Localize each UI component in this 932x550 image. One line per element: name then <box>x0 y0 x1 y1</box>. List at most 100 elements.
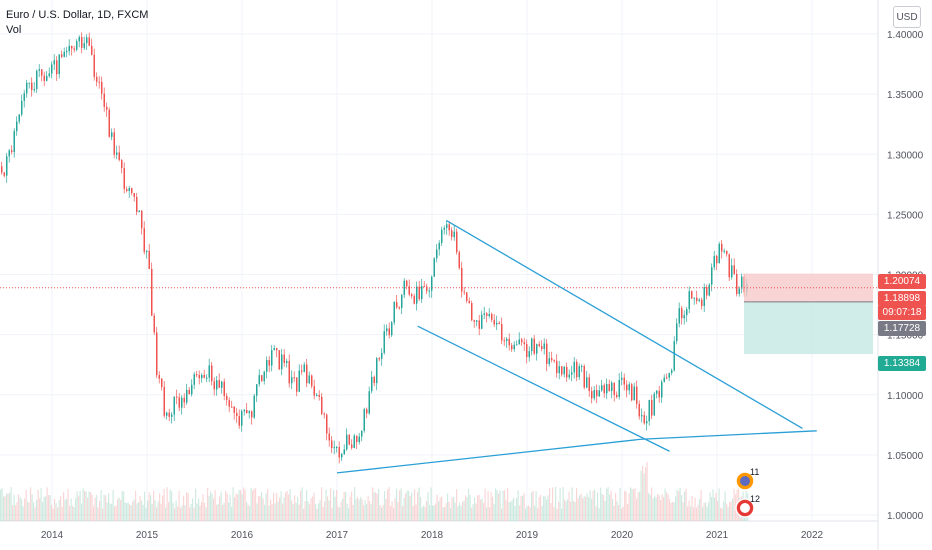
volume-bar <box>547 495 549 521</box>
volume-bar <box>313 492 315 521</box>
candle-body <box>533 338 535 354</box>
volume-bar <box>307 501 309 521</box>
candle-body <box>378 358 380 360</box>
volume-bar <box>75 498 77 521</box>
volume-bar <box>25 489 27 521</box>
volume-bar <box>388 487 390 521</box>
candle-body <box>153 315 155 333</box>
volume-bar <box>579 495 581 521</box>
volume-bar <box>448 501 450 521</box>
volume-bar <box>396 488 398 521</box>
volume-bar <box>42 501 44 521</box>
volume-bar <box>162 495 164 521</box>
candle-body <box>393 301 395 323</box>
volume-bar <box>253 488 255 521</box>
volume-bar <box>64 499 66 521</box>
volume-bar <box>61 506 63 521</box>
volume-bar <box>562 487 564 521</box>
volume-bar <box>235 493 237 521</box>
candle-body <box>121 159 123 168</box>
volume-bar <box>96 494 98 521</box>
volume-bar <box>100 490 102 521</box>
volume-bar <box>19 496 21 521</box>
candle-body <box>548 358 550 365</box>
volume-bar <box>325 490 327 521</box>
volume-bar <box>597 492 599 521</box>
volume-bar <box>495 488 497 521</box>
volume-bar <box>184 504 186 521</box>
candle-body <box>203 374 205 378</box>
volume-bar <box>625 491 627 521</box>
volume-bar <box>540 494 542 521</box>
volume-bar <box>418 487 420 521</box>
candle-body <box>243 409 245 412</box>
volume-bar <box>151 503 153 521</box>
candle-body <box>28 82 30 84</box>
volume-bar <box>523 493 525 521</box>
volume-bar <box>333 489 335 521</box>
volume-bar <box>538 497 540 521</box>
volume-bar <box>664 488 666 521</box>
currency-button[interactable]: USD <box>893 6 921 28</box>
volume-bar <box>436 494 438 521</box>
volume-bar <box>550 502 552 521</box>
candle-body <box>608 384 610 392</box>
volume-bar <box>357 497 359 521</box>
candle-body <box>551 358 553 361</box>
volume-bar <box>90 492 92 521</box>
candle-body <box>276 348 278 351</box>
volume-bar <box>460 505 462 521</box>
volume-bar <box>723 501 725 521</box>
volume-bar <box>375 492 377 521</box>
volume-bar <box>682 502 684 521</box>
volume-bar <box>700 490 702 521</box>
volume-bar <box>472 504 474 521</box>
volume-bar <box>571 487 573 521</box>
candle-body <box>591 391 593 399</box>
volume-bar <box>691 495 693 521</box>
volume-bar <box>70 498 72 521</box>
volume-bar <box>595 506 597 521</box>
volume-bar <box>610 490 612 521</box>
volume-bar <box>33 502 35 521</box>
volume-bar <box>88 491 90 521</box>
volume-bar <box>528 505 530 521</box>
volume-bar <box>508 502 510 521</box>
candle-body <box>171 414 173 417</box>
volume-bar <box>225 490 227 521</box>
volume-bar <box>16 502 18 521</box>
time-tick-label: 2022 <box>801 530 824 541</box>
candle-body <box>231 406 233 408</box>
candle-body <box>708 284 710 296</box>
volume-bar <box>46 487 48 521</box>
candle-body <box>176 396 178 398</box>
candle-body <box>46 75 48 81</box>
volume-bar <box>678 491 680 521</box>
volume-bar <box>346 503 348 521</box>
candle-body <box>118 152 120 160</box>
candle-body <box>23 93 25 101</box>
volume-bar <box>183 495 185 521</box>
candle-body <box>86 37 88 44</box>
volume-bar <box>297 496 299 521</box>
volume-bar <box>730 501 732 521</box>
volume-bar <box>403 497 405 521</box>
volume-bar <box>190 503 192 521</box>
volume-bar <box>549 488 551 521</box>
volume-bar <box>643 473 645 521</box>
volume-bar <box>703 502 705 521</box>
volume-bar <box>180 507 182 521</box>
candle-body <box>546 343 548 365</box>
volume-bar <box>186 492 188 521</box>
volume-bar <box>442 507 444 521</box>
volume-bar <box>366 504 368 521</box>
candle-body <box>418 286 420 300</box>
volume-bar <box>261 492 263 521</box>
candle-body <box>698 299 700 302</box>
candle-body <box>141 210 143 229</box>
volume-bar <box>646 461 648 521</box>
volume-bar <box>258 496 260 521</box>
candle-body <box>423 286 425 288</box>
volume-bar <box>684 491 686 521</box>
